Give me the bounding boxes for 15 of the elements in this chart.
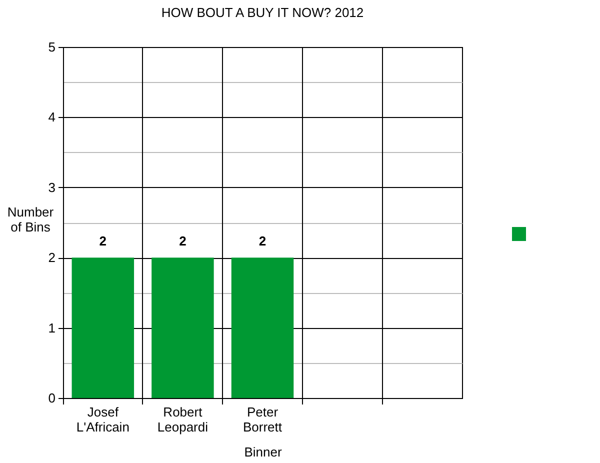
x-tick-label: Peter Borrett	[242, 404, 282, 434]
y-tick-label: 1	[48, 320, 56, 336]
y-tick-label: 2	[48, 250, 56, 266]
y-tick-label: 3	[48, 180, 56, 195]
x-tick-label: Josef L'Africain	[76, 404, 130, 434]
x-tick-label: Robert Leopardi	[157, 404, 208, 434]
chart-title: HOW BOUT A BUY IT NOW? 2012	[161, 5, 364, 20]
data-label: 2	[258, 234, 266, 249]
y-tick-label: 0	[48, 390, 56, 406]
y-tick-label: 4	[48, 110, 56, 125]
data-label: 2	[179, 234, 186, 249]
y-tick-label: 5	[48, 40, 56, 54]
y-axis-title: Number of Bins	[7, 204, 54, 234]
x-axis-title: Binner	[244, 444, 282, 460]
data-label: 2	[99, 234, 107, 249]
